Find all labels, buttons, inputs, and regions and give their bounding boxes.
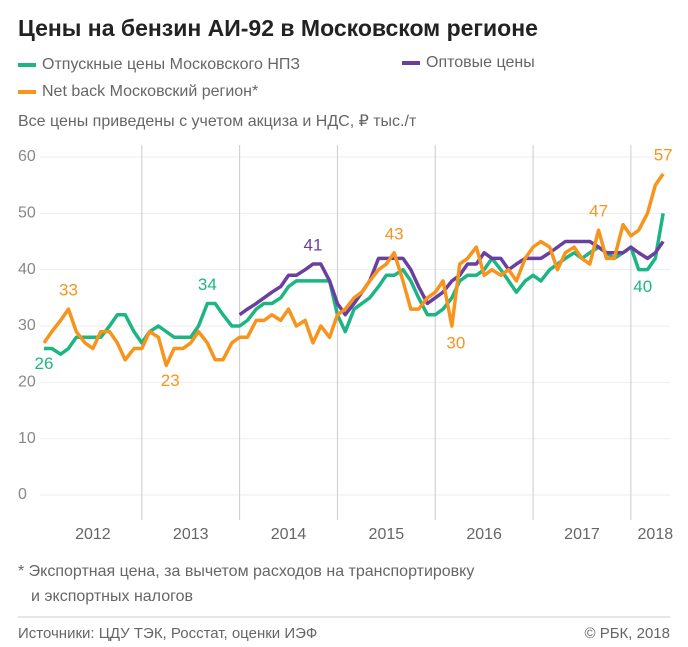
point-label: 34	[198, 275, 217, 294]
chart-title: Цены на бензин АИ-92 в Московском регион…	[18, 15, 538, 41]
series-line	[42, 172, 665, 368]
point-label: 23	[161, 371, 180, 390]
copyright: © РБК, 2018	[584, 625, 670, 642]
series-line	[44, 213, 665, 356]
point-label: 43	[385, 224, 404, 243]
point-label: 30	[446, 333, 465, 352]
point-label: 33	[59, 281, 78, 300]
footnote: и экспортных налогов	[31, 588, 193, 605]
x-tick-label: 2015	[369, 526, 405, 543]
point-label: 57	[654, 145, 673, 164]
footnote: * Экспортная цена, за вычетом расходов н…	[18, 563, 474, 580]
y-tick-label: 40	[18, 261, 36, 278]
x-tick-label: 2017	[564, 526, 600, 543]
y-tick-label: 20	[18, 374, 36, 391]
x-tick-label: 2012	[75, 526, 111, 543]
x-tick-label: 2014	[271, 526, 307, 543]
subtitle: Все цены приведены с учетом акциза и НДС…	[18, 113, 417, 130]
point-label: 41	[304, 236, 323, 255]
series-line	[238, 239, 665, 317]
x-tick-label: 2016	[466, 526, 502, 543]
y-tick-label: 0	[18, 486, 27, 503]
legend-label: Оптовые цены	[426, 54, 535, 71]
y-tick-label: 30	[18, 317, 36, 334]
x-tick-label: 2018	[638, 526, 674, 543]
point-label: 26	[35, 354, 54, 373]
y-tick-label: 50	[18, 205, 36, 222]
x-tick-label: 2013	[173, 526, 209, 543]
legend-label: Net back Московский регион*	[42, 83, 258, 100]
point-label: 40	[633, 277, 652, 296]
legend-label: Отпускные цены Московского НПЗ	[42, 56, 300, 73]
point-label: 47	[589, 202, 608, 221]
y-tick-label: 10	[18, 430, 36, 447]
source: Источники: ЦДУ ТЭК, Росстат, оценки ИЭФ	[18, 625, 317, 642]
y-tick-label: 60	[18, 148, 36, 165]
